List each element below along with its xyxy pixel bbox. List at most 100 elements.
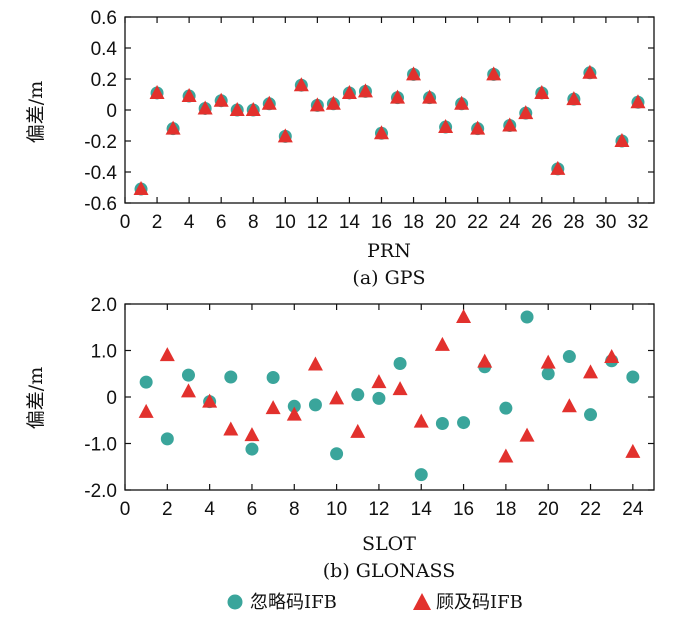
glonass-xlabel: SLOT	[362, 533, 416, 555]
gps-xtick-label: 22	[467, 212, 488, 233]
gps-point-triangle	[502, 117, 518, 132]
gps-point-triangle	[550, 160, 566, 175]
glonass-point-triangle	[138, 403, 154, 418]
gps-point-triangle	[277, 128, 293, 143]
gps-point-triangle	[534, 84, 550, 99]
gps-ylabel: 偏差/m	[25, 81, 47, 143]
gps-point-triangle	[149, 84, 165, 99]
glonass-point-triangle	[625, 443, 641, 458]
glonass-point-triangle	[202, 393, 218, 408]
gps-point-triangle	[406, 66, 422, 81]
glonass-title: (b) GLONASS	[323, 560, 455, 582]
gps-ytick-label: 0.4	[91, 39, 118, 60]
glonass-xtick-label: 16	[453, 499, 474, 520]
glonass-ytick-label: 2.0	[91, 295, 117, 316]
legend-triangle-marker	[413, 593, 431, 610]
glonass-point-triangle	[604, 349, 620, 364]
glonass-point-circle	[351, 388, 365, 402]
glonass-point-triangle	[371, 374, 387, 389]
glonass-point-triangle	[307, 356, 323, 371]
glonass-point-circle	[499, 401, 513, 415]
glonass-ytick-label: -2.0	[84, 481, 117, 502]
glonass-point-triangle	[329, 390, 345, 405]
glonass-point-triangle	[223, 421, 239, 436]
glonass-xtick-label: 24	[622, 499, 644, 520]
gps-point-triangle	[422, 89, 438, 104]
glonass-point-circle	[520, 310, 534, 324]
gps-xtick-label: 10	[275, 212, 296, 233]
glonass-point-circle	[160, 432, 174, 446]
gps-xtick-label: 20	[435, 212, 456, 233]
gps-point-triangle	[373, 125, 389, 140]
glonass-xtick-label: 6	[247, 499, 258, 520]
glonass-point-triangle	[413, 413, 429, 428]
gps-xtick-label: 32	[627, 212, 648, 233]
glonass-xtick-label: 8	[289, 499, 300, 520]
glonass-point-circle	[266, 370, 280, 384]
gps-xtick-label: 2	[152, 212, 163, 233]
gps-ytick-label: -0.2	[84, 132, 117, 153]
gps-xtick-label: 0	[120, 212, 131, 233]
gps-panel: 0 2 4 6 8 10 12 14 16 18 20 22 24 26 28 30 32-0.6-0.4-0.…	[25, 8, 655, 289]
gps-point-triangle	[245, 102, 261, 116]
glonass-point-triangle	[265, 400, 281, 415]
glonass-point-triangle	[392, 381, 408, 396]
glonass-plot-frame	[124, 303, 655, 491]
gps-point-triangle	[261, 95, 277, 110]
legend-circle-label: 忽略码IFB	[250, 592, 337, 613]
gps-point-triangle	[357, 83, 373, 98]
gps-point-triangle	[181, 88, 197, 103]
gps-xtick-label: 24	[499, 212, 521, 233]
glonass-xtick-label: 10	[326, 499, 347, 520]
glonass-point-triangle	[583, 364, 599, 379]
glonass-point-triangle	[456, 309, 472, 324]
glonass-point-circle	[181, 368, 195, 382]
glonass-point-triangle	[477, 353, 493, 368]
glonass-xtick-label: 22	[580, 499, 601, 520]
gps-title: (a) GPS	[352, 267, 425, 289]
glonass-point-circle	[139, 375, 153, 389]
gps-point-triangle	[341, 84, 357, 99]
glonass-point-circle	[626, 370, 640, 384]
glonass-point-circle	[457, 416, 471, 430]
gps-ytick-label: -0.6	[84, 194, 117, 215]
glonass-xtick-label: 0	[120, 499, 131, 520]
glonass-point-triangle	[434, 336, 450, 351]
gps-point-triangle	[133, 181, 149, 196]
glonass-xtick-label: 2	[162, 499, 173, 520]
glonass-point-circle	[330, 447, 344, 461]
glonass-point-circle	[562, 350, 576, 364]
glonass-point-triangle	[159, 347, 175, 362]
glonass-xtick-label: 20	[538, 499, 559, 520]
gps-point-triangle	[614, 133, 630, 147]
gps-point-triangle	[470, 120, 486, 135]
gps-xtick-label: 28	[563, 212, 584, 233]
gps-xtick-label: 14	[339, 212, 361, 233]
gps-point-triangle	[197, 100, 213, 115]
glonass-point-circle	[224, 370, 238, 384]
glonass-point-triangle	[540, 354, 556, 369]
gps-xlabel: PRN	[367, 240, 411, 262]
glonass-ytick-label: 1.0	[91, 342, 117, 363]
gps-xtick-label: 6	[216, 212, 227, 233]
glonass-ytick-label: -1.0	[84, 435, 117, 456]
gps-point-triangle	[518, 105, 534, 120]
glonass-panel: 0 2 4 6 8 10 12 14 16 18 20 22 24-2.0-1.001.02.0 偏差/…	[25, 295, 655, 582]
gps-point-triangle	[165, 120, 181, 135]
gps-point-triangle	[213, 92, 229, 107]
gps-point-triangle	[229, 102, 245, 116]
gps-ytick-label: -0.4	[84, 163, 117, 184]
glonass-point-circle	[541, 367, 555, 381]
gps-point-triangle	[325, 95, 341, 110]
gps-xtick-label: 18	[403, 212, 424, 233]
gps-point-triangle	[566, 91, 582, 106]
glonass-point-circle	[414, 468, 428, 482]
glonass-xtick-label: 12	[368, 499, 389, 520]
glonass-point-circle	[584, 408, 598, 422]
gps-point-triangle	[293, 77, 309, 92]
gps-point-triangle	[309, 97, 325, 112]
glonass-point-circle	[393, 357, 407, 371]
gps-xtick-label: 16	[371, 212, 392, 233]
glonass-ylabel: 偏差/m	[25, 367, 47, 429]
